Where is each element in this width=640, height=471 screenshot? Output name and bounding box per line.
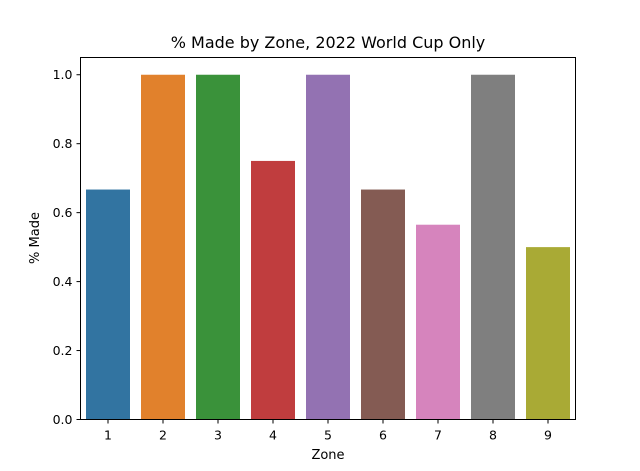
y-tick-label: 0.8 bbox=[53, 136, 73, 151]
x-tick-label: 6 bbox=[379, 428, 387, 443]
bar-zone-8 bbox=[471, 74, 515, 420]
bar-zone-5 bbox=[306, 74, 350, 420]
y-axis-label: % Made bbox=[28, 212, 43, 264]
y-tick-label: 1.0 bbox=[53, 67, 73, 82]
y-ticks-group: 0.0 0.2 0.4 0.6 0.8 1.0 bbox=[53, 67, 81, 427]
x-tick-label: 1 bbox=[104, 428, 112, 443]
y-tick-label: 0.4 bbox=[53, 274, 73, 289]
x-tick-label: 8 bbox=[489, 428, 497, 443]
bar-zone-6 bbox=[361, 189, 405, 420]
bar-zone-2 bbox=[141, 74, 185, 420]
bar-zone-1 bbox=[86, 189, 130, 420]
y-tick-label: 0.2 bbox=[53, 343, 73, 358]
x-ticks-group: 1 2 3 4 5 6 7 8 9 bbox=[104, 419, 552, 443]
bar-zone-4 bbox=[251, 160, 295, 420]
chart-title: % Made by Zone, 2022 World Cup Only bbox=[171, 33, 486, 52]
x-tick-label: 5 bbox=[324, 428, 332, 443]
x-tick-label: 2 bbox=[159, 428, 167, 443]
x-tick-label: 7 bbox=[434, 428, 442, 443]
bar-zone-7 bbox=[416, 224, 460, 420]
bar-zone-9 bbox=[526, 247, 570, 420]
x-axis-label: Zone bbox=[311, 448, 344, 463]
x-tick-label: 9 bbox=[544, 428, 552, 443]
bars-group bbox=[86, 74, 570, 420]
plot-frame bbox=[80, 57, 576, 420]
x-tick-label: 4 bbox=[269, 428, 277, 443]
y-tick-label: 0.0 bbox=[53, 412, 73, 427]
y-tick-label: 0.6 bbox=[53, 205, 73, 220]
bar-zone-3 bbox=[196, 74, 240, 420]
x-tick-label: 3 bbox=[214, 428, 222, 443]
